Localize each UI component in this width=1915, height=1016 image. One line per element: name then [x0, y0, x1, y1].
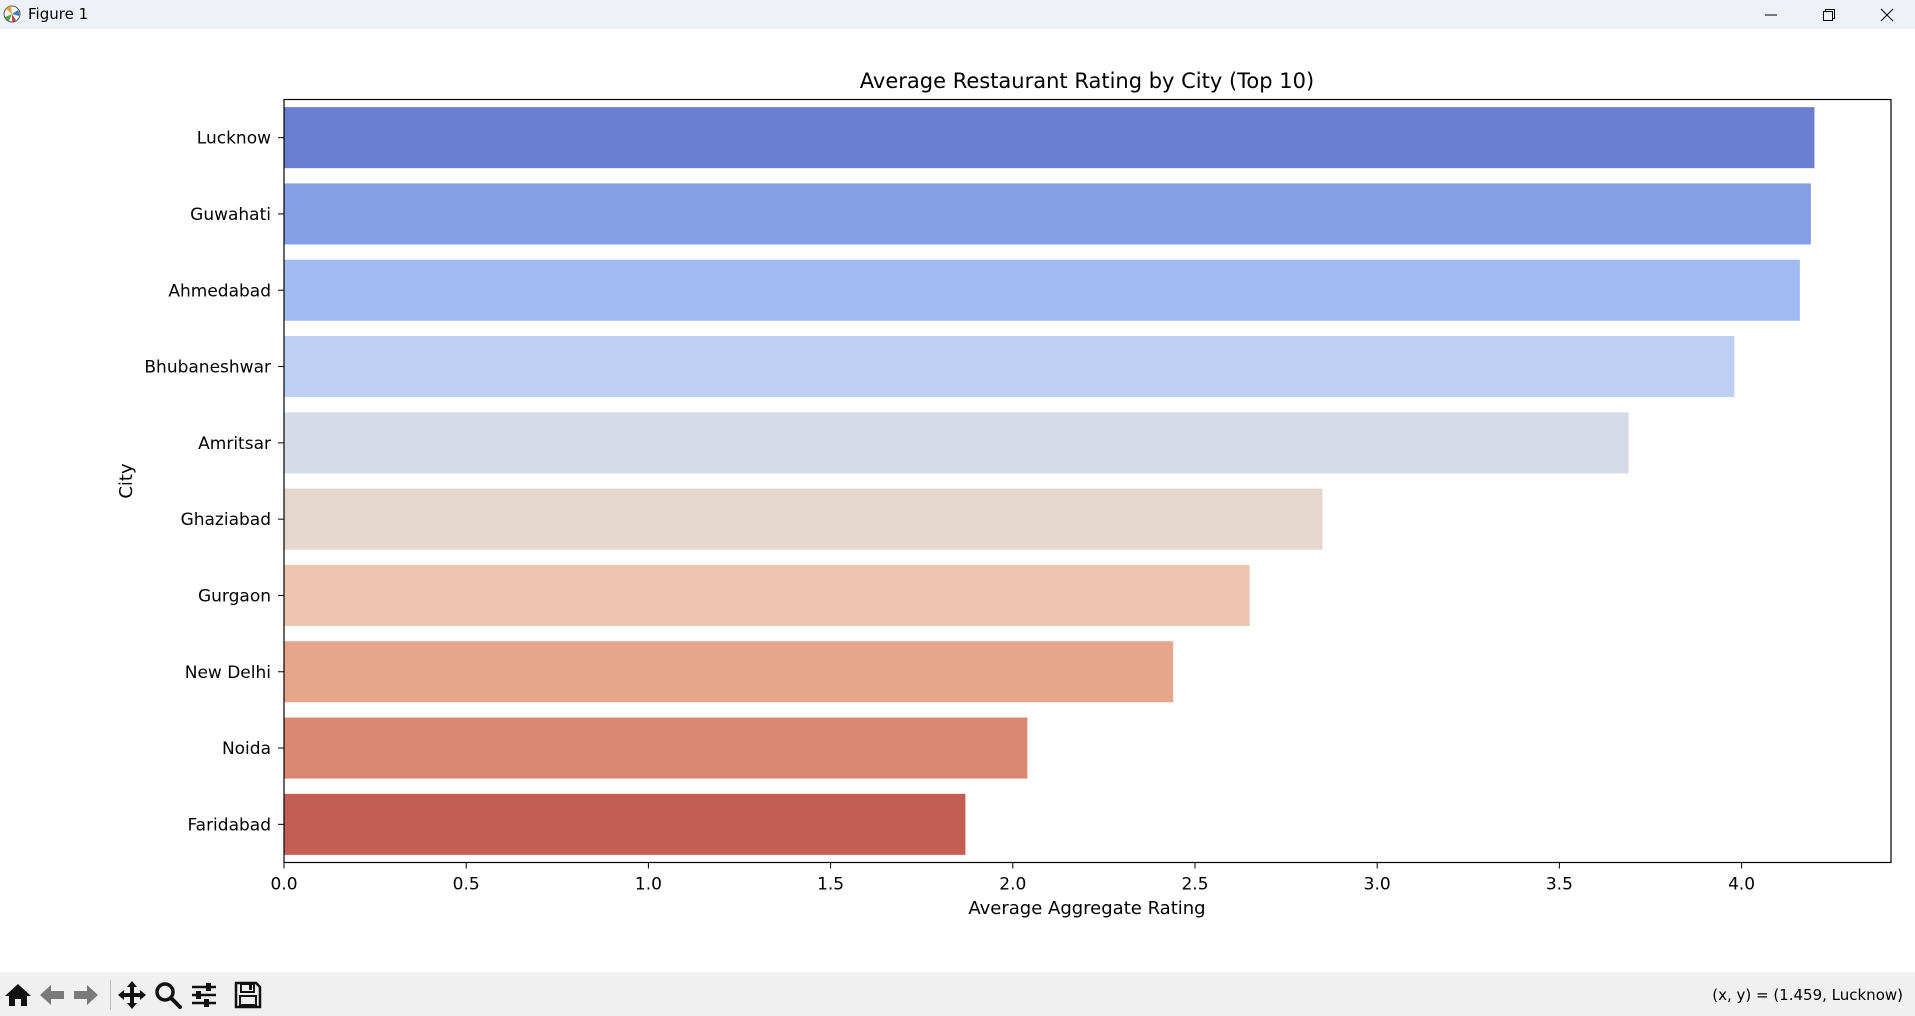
- minimize-icon: [1765, 14, 1777, 15]
- bar-noida: [284, 717, 1028, 779]
- y-tick-label: Bhubaneshwar: [144, 358, 271, 378]
- x-tick-label: 0.5: [453, 875, 480, 895]
- y-tick-label: Ghaziabad: [181, 510, 271, 530]
- x-tick-label: 3.0: [1364, 875, 1391, 895]
- pan-button[interactable]: [116, 980, 148, 1010]
- toolbar-separator: [110, 980, 111, 1010]
- configure-subplots-icon: [192, 983, 216, 1007]
- close-icon: [1880, 8, 1894, 21]
- bar-ghaziabad: [284, 488, 1323, 550]
- x-tick-label: 0.0: [270, 875, 297, 895]
- pan-move-icon: [118, 981, 146, 1009]
- x-tick-label: 3.5: [1546, 875, 1573, 895]
- x-tick-label: 1.0: [635, 875, 662, 895]
- x-tick-label: 1.5: [817, 875, 844, 895]
- y-axis-label: City: [116, 463, 137, 499]
- back-arrow-icon: [40, 985, 64, 1005]
- x-tick-label: 2.5: [1181, 875, 1208, 895]
- plot-frame: [283, 98, 1892, 864]
- window-title: Figure 1: [28, 5, 89, 23]
- bar-gurgaon: [284, 564, 1250, 626]
- cursor-coordinates: (x, y) = (1.459, Lucknow): [1712, 986, 1903, 1004]
- x-axis-label: Average Aggregate Rating: [968, 898, 1205, 919]
- y-tick-label: Noida: [222, 739, 271, 759]
- home-button[interactable]: [2, 980, 34, 1010]
- bar-faridabad: [284, 793, 966, 855]
- x-tick-label: 2.0: [999, 875, 1026, 895]
- y-tick-label: New Delhi: [185, 663, 271, 683]
- chart-title: Average Restaurant Rating by City (Top 1…: [860, 69, 1314, 93]
- zoom-button[interactable]: [152, 980, 184, 1010]
- back-button[interactable]: [36, 980, 68, 1010]
- y-tick-label: Guwahati: [190, 205, 271, 225]
- bar-bhubaneshwar: [284, 336, 1735, 398]
- y-tick-label: Gurgaon: [198, 586, 271, 606]
- close-button[interactable]: [1858, 0, 1915, 29]
- restore-button[interactable]: [1800, 0, 1858, 29]
- y-tick-label: Faridabad: [187, 815, 271, 835]
- y-tick-label: Ahmedabad: [168, 281, 271, 301]
- bar-ahmedabad: [284, 259, 1800, 321]
- zoom-magnifier-icon: [155, 982, 182, 1009]
- bar-amritsar: [284, 412, 1629, 474]
- minimize-button[interactable]: [1742, 0, 1800, 29]
- figure-canvas[interactable]: Average Restaurant Rating by City (Top 1…: [0, 29, 1915, 972]
- navigation-toolbar: (x, y) = (1.459, Lucknow): [0, 972, 1915, 1016]
- home-icon: [5, 984, 31, 1006]
- y-tick-label: Amritsar: [198, 434, 271, 454]
- save-button[interactable]: [232, 980, 264, 1010]
- y-tick-label: Lucknow: [197, 129, 271, 149]
- bar-chart: Average Restaurant Rating by City (Top 1…: [116, 69, 1892, 919]
- configure-subplots-button[interactable]: [188, 980, 220, 1010]
- forward-button[interactable]: [70, 980, 102, 1010]
- bar-lucknow: [284, 107, 1815, 169]
- forward-arrow-icon: [74, 985, 98, 1005]
- save-floppy-icon: [234, 981, 262, 1009]
- title-bar: Figure 1: [0, 0, 1915, 29]
- restore-icon: [1823, 8, 1835, 21]
- x-tick-label: 4.0: [1728, 875, 1755, 895]
- bar-new-delhi: [284, 641, 1174, 703]
- matplotlib-logo-icon: [3, 5, 21, 23]
- bar-guwahati: [284, 183, 1811, 245]
